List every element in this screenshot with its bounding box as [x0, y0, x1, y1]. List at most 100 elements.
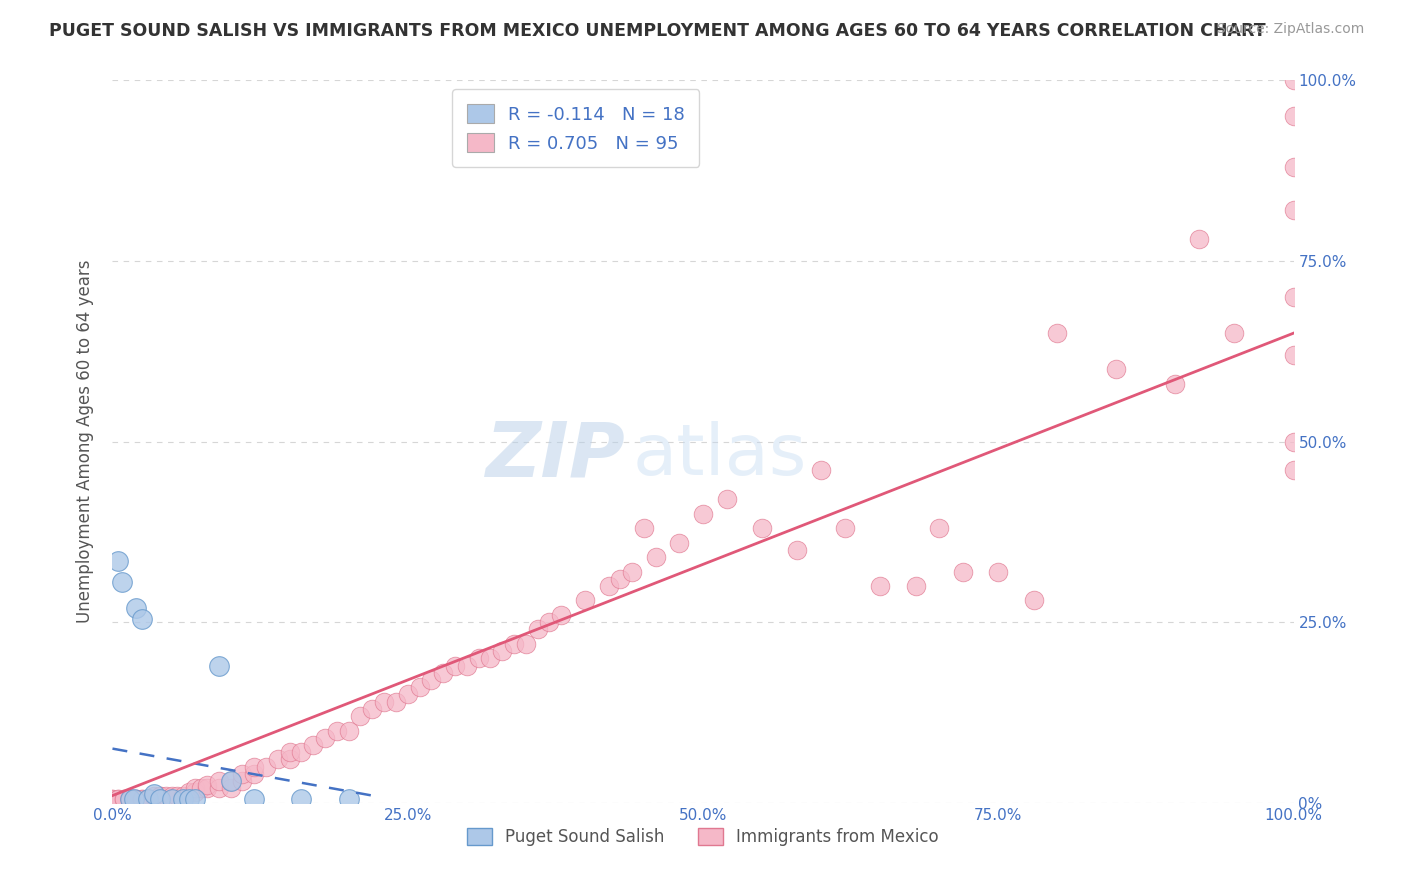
Point: [810, 463, 832, 477]
Point: [122, 792, 145, 806]
Point: [716, 492, 738, 507]
Point: [254, 760, 277, 774]
Point: [160, 792, 183, 806]
Point: [131, 792, 153, 806]
Point: [1282, 110, 1305, 124]
Point: [1188, 232, 1211, 246]
Point: [786, 542, 808, 557]
Point: [1282, 160, 1305, 174]
Point: [125, 792, 148, 806]
Point: [503, 637, 526, 651]
Point: [172, 792, 194, 806]
Text: PUGET SOUND SALISH VS IMMIGRANTS FROM MEXICO UNEMPLOYMENT AMONG AGES 60 TO 64 YE: PUGET SOUND SALISH VS IMMIGRANTS FROM ME…: [49, 22, 1265, 40]
Point: [120, 792, 142, 806]
Point: [243, 767, 266, 781]
Point: [538, 615, 561, 630]
Point: [112, 792, 135, 806]
Point: [243, 792, 266, 806]
Point: [337, 792, 360, 806]
Point: [668, 535, 690, 549]
Point: [243, 760, 266, 774]
Point: [1282, 348, 1305, 362]
Point: [432, 665, 454, 680]
Point: [1164, 376, 1187, 391]
Point: [751, 521, 773, 535]
Point: [515, 637, 537, 651]
Point: [184, 781, 207, 796]
Point: [491, 644, 513, 658]
Point: [166, 789, 188, 803]
Point: [479, 651, 502, 665]
Point: [1282, 434, 1305, 449]
Point: [1022, 593, 1045, 607]
Point: [120, 792, 142, 806]
Point: [136, 792, 159, 806]
Point: [598, 579, 620, 593]
Point: [160, 789, 183, 803]
Point: [208, 781, 231, 796]
Point: [149, 789, 172, 803]
Point: [396, 687, 419, 701]
Point: [131, 611, 153, 625]
Point: [160, 792, 183, 806]
Point: [987, 565, 1010, 579]
Point: [467, 651, 489, 665]
Point: [408, 680, 430, 694]
Point: [111, 575, 134, 590]
Point: [1223, 326, 1246, 340]
Point: [1282, 73, 1305, 87]
Point: [219, 781, 242, 796]
Point: [101, 792, 124, 806]
Point: [195, 778, 218, 792]
Point: [337, 723, 360, 738]
Point: [904, 579, 927, 593]
Point: [131, 792, 153, 806]
Point: [107, 792, 129, 806]
Point: [456, 658, 478, 673]
Point: [136, 792, 159, 806]
Point: [184, 792, 207, 806]
Point: [869, 579, 891, 593]
Point: [1282, 463, 1305, 477]
Point: [155, 789, 177, 803]
Point: [633, 521, 655, 535]
Point: [385, 695, 408, 709]
Point: [609, 572, 631, 586]
Text: Source: ZipAtlas.com: Source: ZipAtlas.com: [1216, 22, 1364, 37]
Point: [1282, 203, 1305, 218]
Point: [231, 774, 253, 789]
Point: [326, 723, 349, 738]
Point: [290, 745, 312, 759]
Legend: Puget Sound Salish, Immigrants from Mexico: Puget Sound Salish, Immigrants from Mexi…: [454, 814, 952, 860]
Point: [142, 789, 165, 803]
Point: [179, 785, 201, 799]
Point: [149, 792, 172, 806]
Point: [574, 593, 596, 607]
Text: atlas: atlas: [633, 422, 807, 491]
Y-axis label: Unemployment Among Ages 60 to 64 years: Unemployment Among Ages 60 to 64 years: [76, 260, 94, 624]
Point: [644, 550, 666, 565]
Point: [314, 731, 336, 745]
Point: [120, 792, 142, 806]
Point: [179, 792, 201, 806]
Point: [142, 787, 165, 801]
Point: [1105, 362, 1128, 376]
Point: [195, 781, 218, 796]
Point: [107, 554, 129, 568]
Point: [550, 607, 572, 622]
Point: [101, 792, 124, 806]
Point: [278, 752, 301, 766]
Point: [1046, 326, 1069, 340]
Point: [349, 709, 371, 723]
Point: [107, 792, 129, 806]
Point: [278, 745, 301, 759]
Point: [420, 673, 443, 687]
Point: [219, 774, 242, 789]
Point: [361, 702, 384, 716]
Point: [172, 789, 194, 803]
Point: [208, 658, 231, 673]
Point: [219, 774, 242, 789]
Point: [621, 565, 644, 579]
Point: [373, 695, 395, 709]
Point: [526, 623, 548, 637]
